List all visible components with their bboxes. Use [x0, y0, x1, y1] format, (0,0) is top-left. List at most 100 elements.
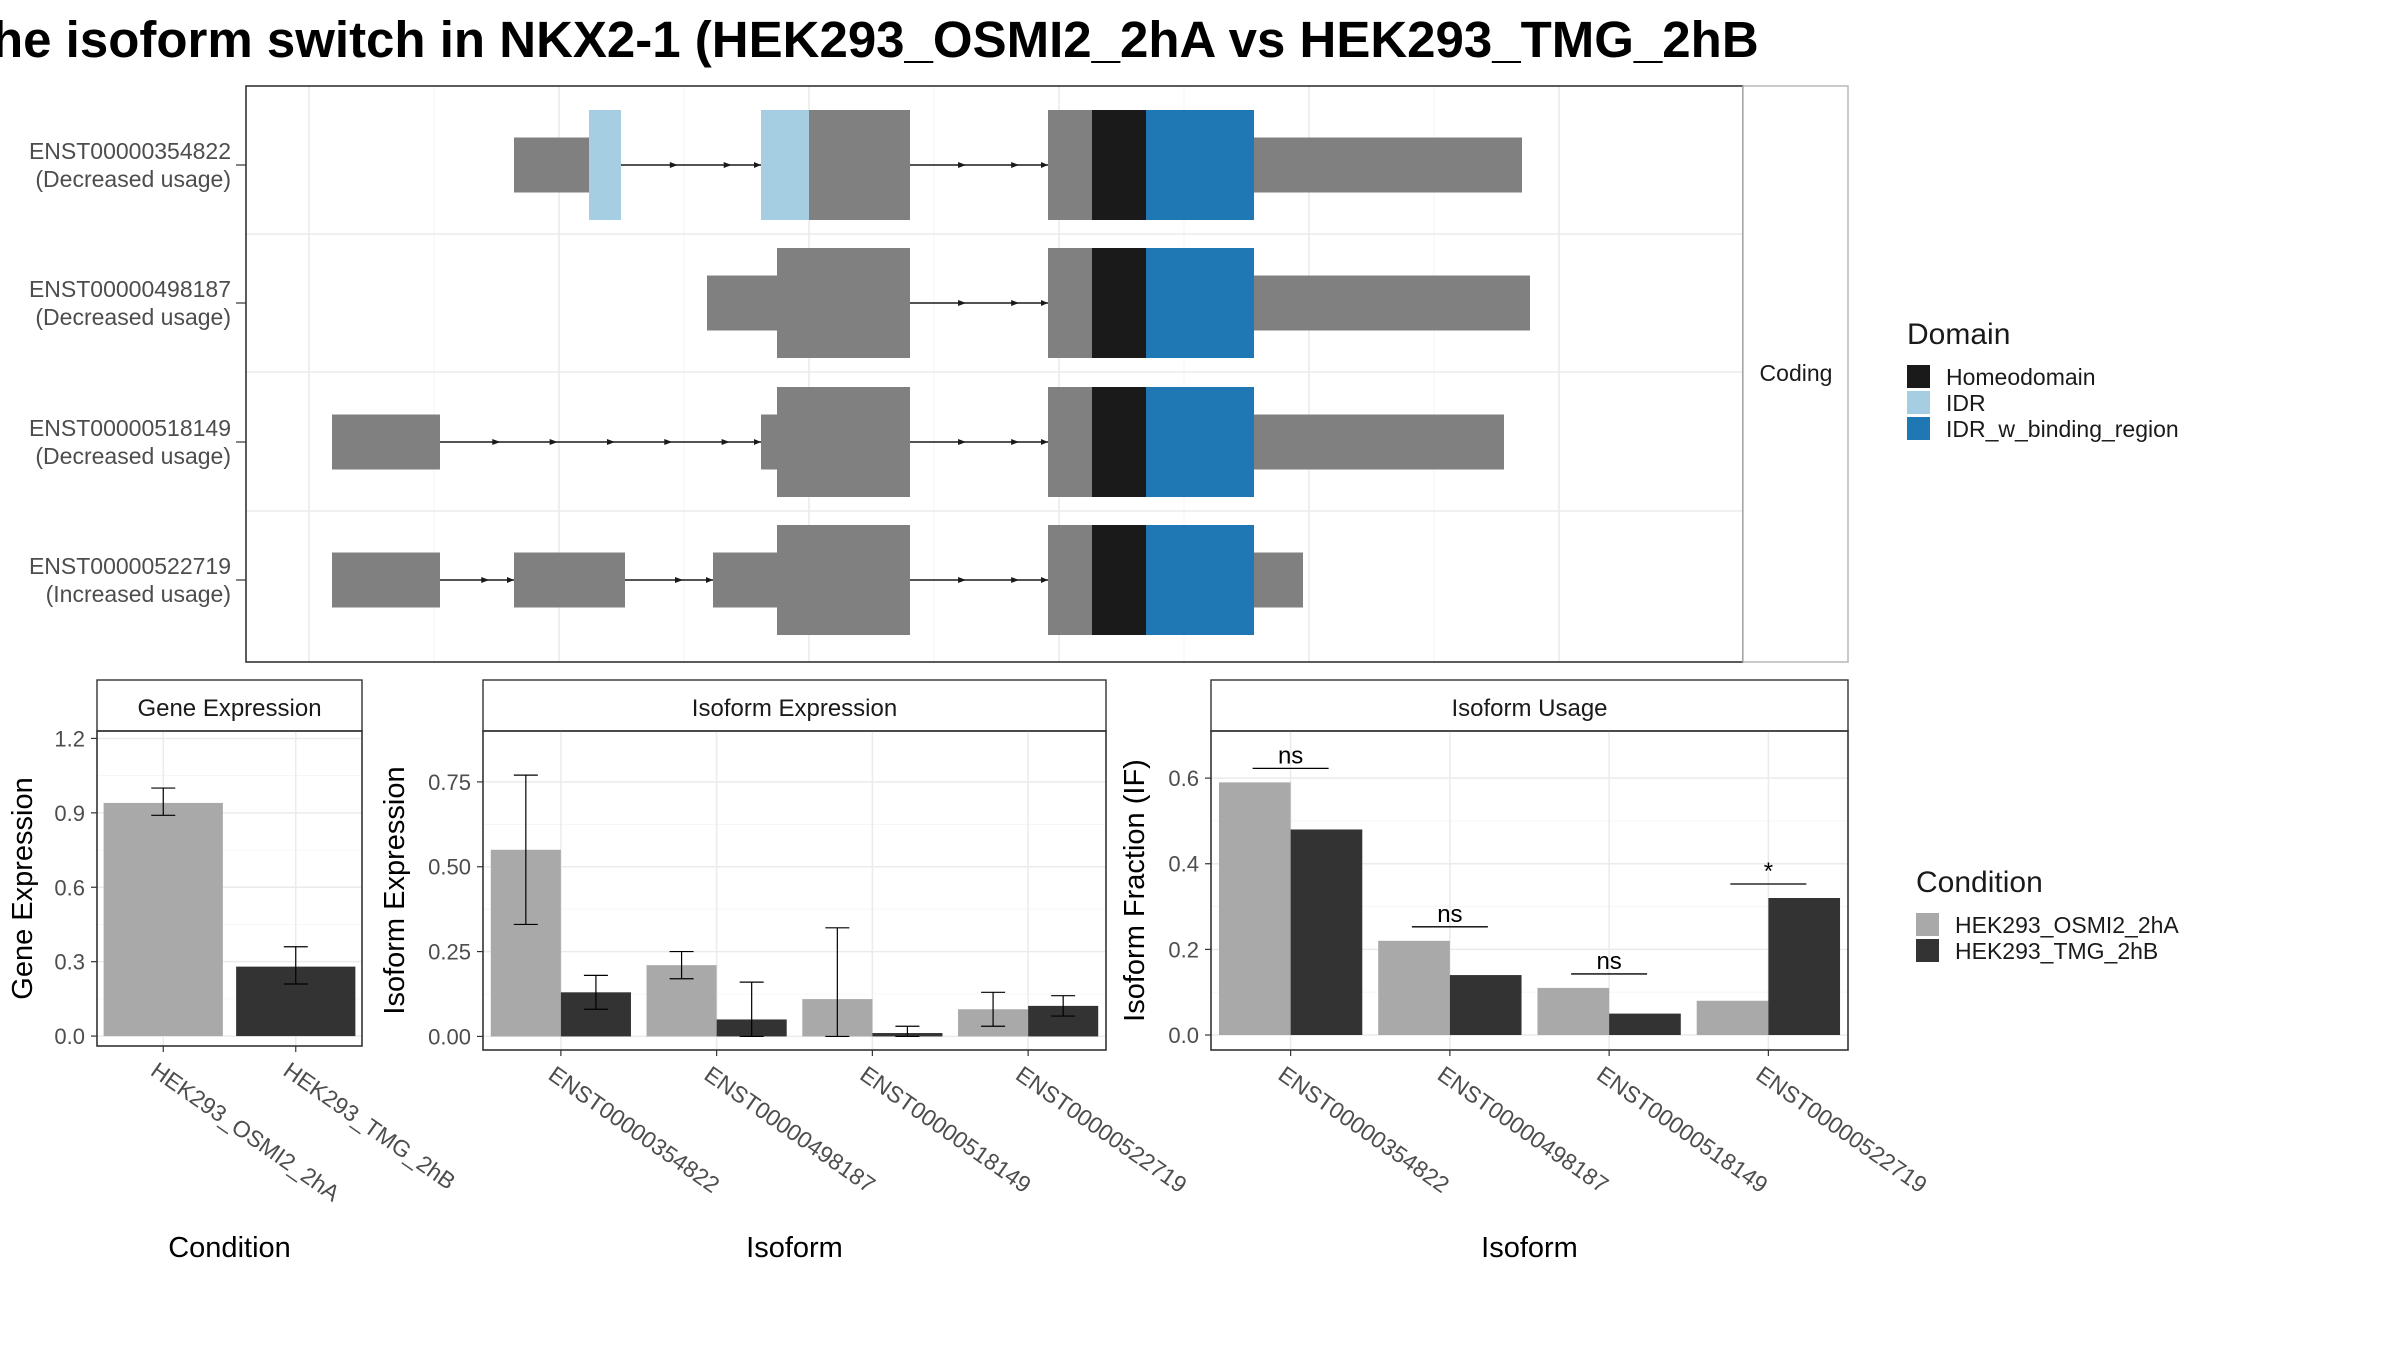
intron-direction-arrow [754, 162, 761, 168]
intron-direction-arrow [723, 162, 732, 168]
significance-label: ns [1596, 948, 1621, 975]
transcript-structure-panel: ENST00000354822(Decreased usage) ENST0000… [29, 85, 1849, 663]
intron-direction-arrow [958, 439, 967, 445]
isoform-usage-label: (Decreased usage) [35, 166, 231, 192]
coding-exon [777, 525, 910, 635]
y-tick-label: 0.75 [428, 770, 471, 795]
y-tick-label: 0.0 [1168, 1023, 1199, 1048]
y-tick-label: 0.25 [428, 940, 471, 965]
intron-direction-arrow [721, 439, 730, 445]
domain-legend-title: Domain [1907, 318, 2010, 351]
coding-exon [777, 248, 910, 358]
y-tick-label: 0.6 [1168, 766, 1199, 791]
intron-direction-arrow [606, 439, 615, 445]
intron-direction-arrow [706, 577, 713, 583]
bar [1696, 1000, 1769, 1036]
intron-direction-arrow [507, 577, 514, 583]
y-axis-title: Isoform Expression [379, 766, 411, 1014]
domain-legend-label: IDR_w_binding_region [1946, 416, 2179, 442]
domain-idr [761, 110, 809, 220]
utr-exon [332, 552, 440, 608]
condition-legend-label: HEK293_TMG_2hB [1955, 938, 2158, 964]
intron-direction-arrow [669, 162, 678, 168]
domain-homeodomain [1092, 110, 1146, 220]
x-tick-label: ENST00000518149 [856, 1061, 1036, 1198]
utr-exon [761, 414, 777, 470]
y-tick-label: 0.4 [1168, 852, 1199, 877]
intron-direction-arrow [675, 577, 683, 583]
bar [1609, 1013, 1681, 1036]
intron-direction-arrow [958, 300, 967, 306]
domain-homeodomain [1092, 387, 1146, 497]
utr-exon [514, 552, 625, 608]
intron-direction-arrow [1041, 577, 1048, 583]
isoform-id-label: ENST00000518149 [29, 415, 231, 441]
domain-legend-label: Homeodomain [1946, 364, 2096, 390]
y-tick-label: 0.2 [1168, 937, 1199, 962]
y-tick-label: 0.0 [54, 1024, 85, 1049]
facet-label-coding: Coding [1760, 360, 1833, 386]
domain-legend-swatch [1907, 391, 1930, 414]
condition-legend-label: HEK293_OSMI2_2hA [1955, 912, 2179, 938]
y-axis-title: Isoform Fraction (IF) [1119, 759, 1151, 1022]
utr-exon [707, 275, 777, 331]
bar [103, 802, 223, 1037]
y-tick-label: 0.50 [428, 855, 471, 880]
isoform-id-label: ENST00000354822 [29, 138, 231, 164]
y-tick-label: 0.6 [54, 875, 85, 900]
error-bar [739, 981, 764, 1038]
x-tick-label: ENST00000354822 [544, 1061, 724, 1198]
bar-chart-panels: Gene Expression0.00.30.60.91.2HEK293_OSM… [7, 679, 1932, 1264]
x-tick-label: ENST00000498187 [700, 1061, 880, 1198]
panel-strip [96, 679, 363, 732]
intron-direction-arrow [1041, 300, 1048, 306]
x-tick-label: ENST00000522719 [1011, 1061, 1191, 1198]
y-tick-label: 0.3 [54, 950, 85, 975]
condition-legend-swatch [1916, 939, 1939, 962]
error-bar [825, 927, 850, 1038]
utr-exon [514, 137, 589, 193]
error-bar [583, 974, 608, 1010]
y-tick-label: 1.2 [54, 726, 85, 751]
bar [1378, 940, 1450, 1036]
x-axis-title: Isoform [1481, 1232, 1578, 1264]
panel-isoform-usage: Isoform Usage 0.0 0.2 0.4 0.6 ns ns ns * ENST0000… [1119, 679, 1932, 1264]
panel-strip [1210, 679, 1849, 732]
condition-legend-swatch [1916, 913, 1939, 936]
x-tick-label: ENST00000522719 [1752, 1061, 1932, 1198]
significance-label: ns [1278, 742, 1303, 769]
utr-exon [761, 552, 777, 608]
figure-title: he isoform switch in NKX2-1 (HEK293_OSMI… [0, 11, 1759, 68]
x-axis-title: Isoform [746, 1232, 843, 1264]
x-tick-label: ENST00000498187 [1433, 1061, 1613, 1198]
intron-direction-arrow [1011, 300, 1020, 306]
bar [1449, 975, 1522, 1036]
panel-strip-title: Gene Expression [137, 695, 321, 722]
panel-strip-title: Isoform Usage [1451, 695, 1607, 722]
intron-direction-arrow [1011, 162, 1020, 168]
domain-homeodomain [1092, 248, 1146, 358]
domain-idr-w-binding-region [1146, 387, 1254, 497]
y-tick-label: 0.00 [428, 1024, 471, 1049]
x-tick-label: ENST00000354822 [1274, 1061, 1454, 1198]
intron-direction-arrow [1011, 439, 1020, 445]
bar [1218, 782, 1291, 1036]
domain-legend-swatch [1907, 365, 1930, 388]
intron-direction-arrow [958, 577, 967, 583]
coding-exon [777, 387, 910, 497]
facet-strip-right [1742, 85, 1849, 663]
bar [1537, 987, 1610, 1036]
intron-direction-arrow [481, 577, 490, 583]
legends: Domain HomeodomainIDRIDR_w_binding_region… [1907, 318, 2179, 964]
isoform-id-label: ENST00000522719 [29, 553, 231, 579]
intron-direction-arrow [664, 439, 673, 445]
panel-isoform-expression: Isoform Expression 0.00 0.25 0.50 0.75 ENST00… [379, 679, 1192, 1264]
error-bar [513, 774, 538, 926]
x-tick-label: ENST00000518149 [1592, 1061, 1772, 1198]
condition-legend-title: Condition [1916, 866, 2043, 899]
panel-border [96, 730, 363, 1047]
y-axis-title: Gene Expression [7, 777, 39, 999]
x-axis-title: Condition [168, 1232, 291, 1264]
intron-direction-arrow [549, 439, 558, 445]
